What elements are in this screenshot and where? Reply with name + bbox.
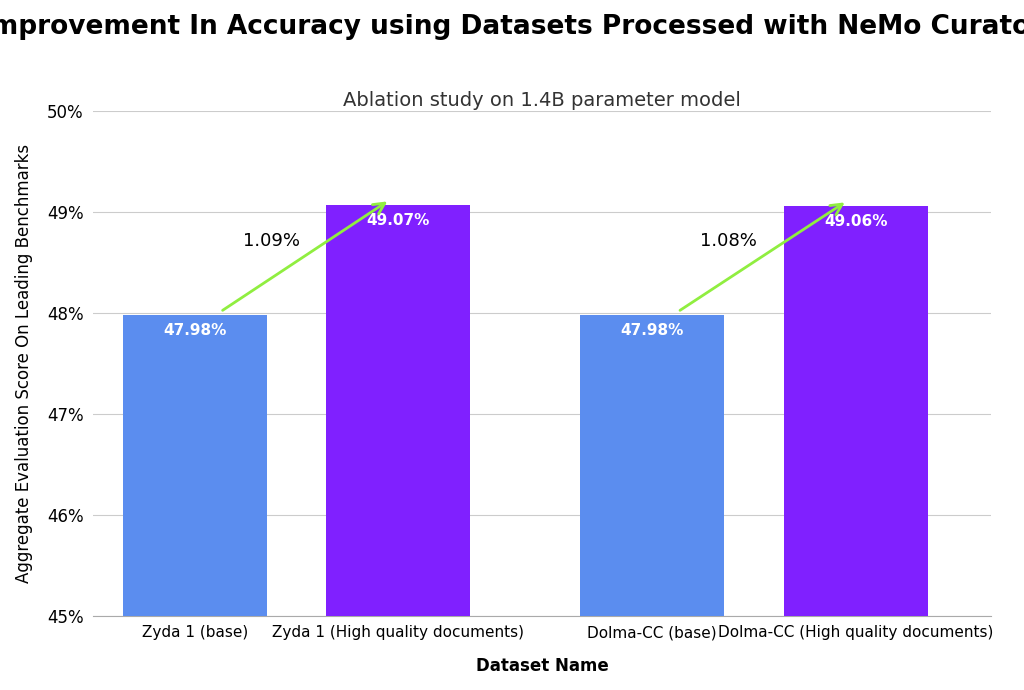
Text: 49.07%: 49.07% <box>367 213 430 228</box>
X-axis label: Dataset Name: Dataset Name <box>476 657 608 675</box>
Text: 47.98%: 47.98% <box>163 323 226 338</box>
Text: 49.06%: 49.06% <box>824 214 888 229</box>
Text: 1.09%: 1.09% <box>243 232 300 250</box>
Bar <box>123 315 267 615</box>
Title: Ablation study on 1.4B parameter model: Ablation study on 1.4B parameter model <box>343 90 741 110</box>
Text: 1.08%: 1.08% <box>700 233 757 250</box>
Bar <box>581 315 724 615</box>
Text: 47.98%: 47.98% <box>621 323 684 338</box>
Bar <box>783 206 928 615</box>
Bar <box>327 205 470 615</box>
Text: Improvement In Accuracy using Datasets Processed with NeMo Curator: Improvement In Accuracy using Datasets P… <box>0 14 1024 40</box>
Y-axis label: Aggregate Evaluation Score On Leading Benchmarks: Aggregate Evaluation Score On Leading Be… <box>15 144 33 583</box>
